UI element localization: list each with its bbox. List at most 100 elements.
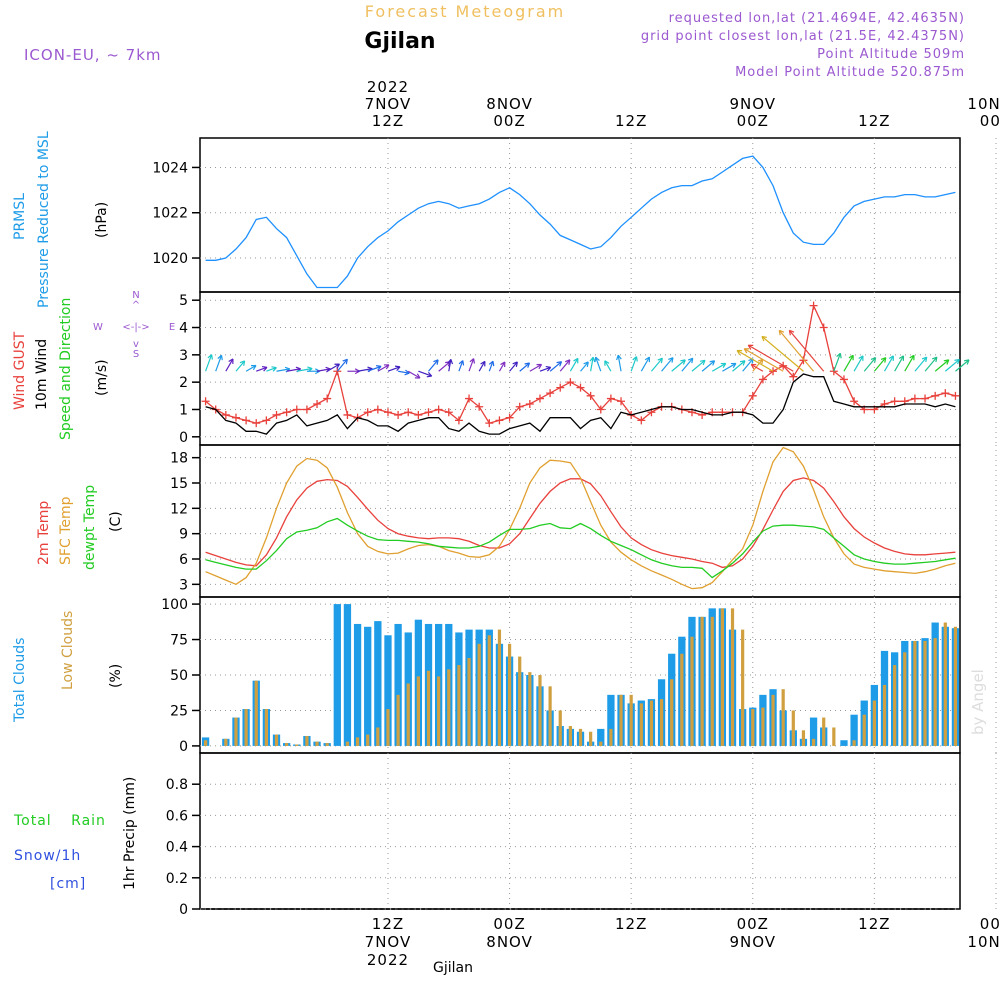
bar-low-clouds — [274, 734, 279, 746]
label-hpa: (hPa) — [94, 202, 110, 238]
gust-marker — [454, 416, 463, 425]
wind-arrow-head — [228, 358, 234, 364]
wind-arrow — [904, 354, 915, 372]
wind-arrow-head — [342, 358, 348, 365]
bar-low-clouds — [538, 675, 542, 746]
bottom-time-label: 7NOV — [365, 933, 412, 951]
label-wind-gust: Wind GUST — [12, 331, 28, 410]
wind-arrow-head — [594, 356, 600, 363]
bar-low-clouds — [862, 714, 866, 746]
bottom-time-label: 8NOV — [486, 933, 533, 951]
label-cm: [cm] — [50, 876, 86, 892]
gust-marker — [637, 416, 646, 425]
wind-arrow — [569, 358, 579, 372]
bar-low-clouds — [680, 653, 684, 746]
gust-marker — [323, 394, 332, 403]
y-tick-label: 1022 — [152, 206, 188, 222]
bar-low-clouds — [507, 643, 512, 746]
y-tick-label: 12 — [170, 501, 188, 517]
bar-total-clouds — [809, 717, 818, 746]
wind-arrow — [296, 367, 313, 372]
wind-arrow-head — [699, 359, 706, 366]
bar-low-clouds — [325, 743, 329, 746]
wind-arrow — [722, 362, 737, 372]
bar-low-clouds — [913, 640, 917, 746]
wind-arrow-head — [458, 360, 465, 366]
wind-arrow — [336, 358, 348, 372]
bar-low-clouds — [295, 744, 299, 746]
gust-marker — [302, 405, 311, 414]
pressure-labels: PRMSL Pressure Reduced to MSL (hPa) — [12, 131, 110, 308]
wind-arrow — [752, 358, 764, 372]
wind-arrow-head — [898, 355, 905, 361]
wind-arrow — [539, 366, 551, 372]
gust-marker — [282, 408, 291, 417]
y-tick-label: 4 — [179, 321, 188, 337]
wind-arrow — [407, 370, 421, 379]
bottom-time-label: 9NOV — [729, 933, 776, 951]
gust-marker — [839, 375, 848, 384]
top-time-label: 00Z — [737, 112, 769, 130]
wind-arrow — [316, 368, 331, 372]
point-altitude: Point Altitude 509m — [817, 47, 965, 62]
bar-low-clouds — [933, 638, 937, 746]
gust-marker — [789, 372, 798, 381]
wind-arrow — [498, 361, 506, 372]
y-tick-label: 15 — [170, 476, 188, 492]
wind-arrow — [742, 358, 754, 372]
gust-marker — [556, 383, 565, 392]
top-time-label: 12Z — [372, 112, 404, 130]
requested-coords: requested lon,lat (21.4694E, 42.4635N) — [669, 11, 965, 26]
wind-arrow-head — [512, 361, 518, 367]
wind-arrow-head — [743, 348, 750, 354]
label-10m-wind: 10m Wind — [34, 339, 50, 410]
bar-low-clouds — [234, 717, 238, 746]
wind-arrow — [681, 357, 694, 372]
bar-low-clouds — [882, 684, 887, 746]
bar-low-clouds — [710, 616, 714, 746]
wind-arrow — [215, 355, 223, 372]
bar-total-clouds — [384, 635, 392, 746]
wind-arrow-head — [394, 365, 401, 372]
gust-marker — [566, 378, 575, 387]
wind-arrow-head — [583, 361, 589, 367]
wind-arrow — [245, 365, 257, 372]
gust-marker — [262, 416, 271, 425]
y-tick-label: 3 — [179, 348, 188, 364]
bar-total-clouds — [353, 623, 362, 746]
bar-total-clouds — [607, 694, 615, 746]
top-time-label: 12Z — [858, 112, 890, 130]
wind-arrow — [357, 368, 373, 372]
wind-arrow — [863, 357, 877, 372]
wind-arrow-head — [880, 357, 887, 363]
y-tick-label: 1024 — [152, 160, 188, 176]
panel-frame — [199, 752, 961, 910]
bar-low-clouds — [568, 726, 572, 746]
panels: 102010221024012345369121518025507510000.… — [152, 137, 997, 918]
y-tick-label: 6 — [179, 552, 188, 568]
bar-low-clouds — [487, 635, 491, 746]
panel-precip: 0 0.2 0.4 0.6 0.8 — [166, 752, 997, 918]
wind-arrow — [853, 355, 864, 372]
gust-marker — [921, 394, 930, 403]
bar-low-clouds — [730, 608, 735, 746]
wind-arrow — [630, 356, 638, 372]
wind-arrow-head — [545, 365, 552, 372]
wind-arrow — [519, 362, 530, 372]
wind-arrow — [750, 363, 764, 372]
wind-arrow-head — [556, 361, 563, 367]
wind-arrow-head — [207, 354, 213, 360]
gust-marker — [606, 394, 615, 403]
gust-marker — [272, 410, 281, 419]
wind-arrow — [617, 355, 622, 372]
wind-arrow — [955, 359, 970, 372]
label-prmsl: PRMSL — [12, 193, 28, 240]
panel-frame — [199, 444, 961, 598]
wind-arrow-head — [250, 364, 257, 371]
bottom-time-label: 00Z — [980, 915, 1000, 933]
wind-arrow-head — [963, 359, 970, 365]
bar-low-clouds — [386, 709, 390, 746]
wind-arrow — [529, 363, 542, 372]
model-label: ICON-EU, ~ 7km — [24, 46, 162, 64]
wind-arrow-head — [334, 363, 340, 369]
